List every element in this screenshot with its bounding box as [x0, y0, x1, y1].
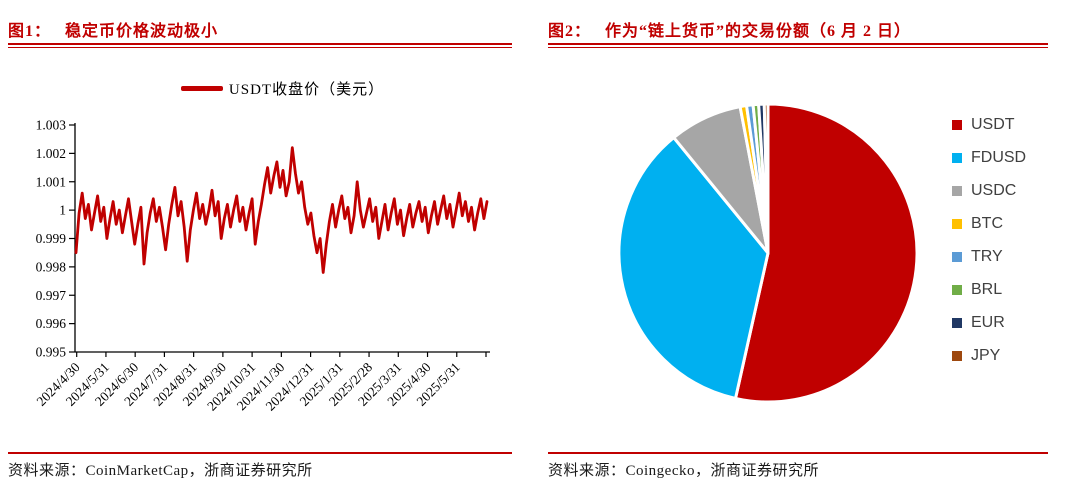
pie-legend-swatch-try: [952, 251, 962, 262]
figure2-source: 资料来源：Coingecko，浙商证券研究所: [548, 463, 819, 479]
pie-legend-swatch-usdt: [952, 119, 962, 130]
usdt-price-line: [74, 146, 489, 274]
y-tick-label: 0.997: [36, 288, 67, 303]
pie-legend-swatch-fdusd: [952, 152, 962, 163]
pie-legend-item-usdc: USDC: [952, 174, 1026, 207]
line-legend-swatch: [180, 86, 223, 91]
pie-legend-item-usdt: USDT: [952, 108, 1026, 141]
figure2-tag: 图2：: [548, 23, 592, 40]
figure1-source: 资料来源：CoinMarketCap，浙商证券研究所: [8, 463, 313, 479]
pie-legend-item-btc: BTC: [952, 207, 1026, 240]
y-tick-label: 0.998: [36, 259, 67, 274]
pie-legend-swatch-jpy: [952, 350, 962, 361]
y-tick-label: 1.003: [36, 118, 67, 133]
figure2-source-rule: [548, 452, 1048, 454]
pie-legend-label-jpy: JPY: [971, 346, 1001, 364]
pie-legend-swatch-usdc: [952, 185, 962, 196]
y-tick-label: 0.995: [36, 345, 67, 360]
pie-legend-label-eur: EUR: [971, 313, 1005, 331]
y-tick-label: 0.996: [36, 316, 67, 331]
pie-legend-item-brl: BRL: [952, 273, 1026, 306]
pie-legend-item-eur: EUR: [952, 306, 1026, 339]
y-tick-label: 1.001: [36, 174, 66, 189]
pie-chart-legend: USDT FDUSD USDC BTC TRY BRL EUR JPY: [952, 108, 1026, 372]
pie-chart: [617, 102, 919, 404]
figure1-source-rule: [8, 452, 512, 454]
pie-legend-item-try: TRY: [952, 240, 1026, 273]
y-tick-label: 0.999: [36, 231, 67, 246]
figure2-panel: 图2： 作为“链上货币”的交易份额（6 月 2 日） USDT FDUSD USDC…: [540, 0, 1080, 492]
pie-slice-usdt: [734, 102, 919, 404]
pie-legend-swatch-btc: [952, 218, 962, 229]
y-tick-label: 1.002: [36, 146, 66, 161]
line-legend-label: USDT收盘价（美元）: [228, 82, 385, 98]
pie-legend-item-jpy: JPY: [952, 339, 1026, 372]
figure2-title-text: 作为“链上货币”的交易份额（6 月 2 日）: [605, 23, 912, 40]
figure1-title-text: 稳定币价格波动极小: [65, 23, 219, 40]
line-chart-legend: USDT收盘价（美元）: [75, 78, 490, 99]
pie-legend-label-btc: BTC: [971, 214, 1003, 232]
pie-legend-label-brl: BRL: [971, 280, 1003, 298]
pie-legend-swatch-brl: [952, 284, 962, 295]
pie-legend-label-try: TRY: [971, 247, 1003, 265]
pie-legend-item-fdusd: FDUSD: [952, 141, 1026, 174]
pie-legend-swatch-eur: [952, 317, 962, 328]
y-tick-label: 1: [59, 203, 66, 218]
pie-legend-label-usdt: USDT: [971, 115, 1015, 133]
figure2-title: 图2： 作为“链上货币”的交易份额（6 月 2 日）: [548, 17, 911, 41]
line-chart: 1.003 1.002 1.001 1 0.999 0.998 0.997 0.996 0.99…: [33, 118, 490, 414]
pie-legend-label-fdusd: FDUSD: [971, 148, 1027, 166]
figure1-panel: 图1： 稳定币价格波动极小 USDT收盘价（美元） 1.003 1.002 1.00…: [0, 0, 535, 492]
figure1-tag: 图1：: [8, 23, 52, 40]
figure2-title-rule: [548, 43, 1048, 48]
pie-legend-label-usdc: USDC: [971, 181, 1017, 199]
pie-slice-jpy: [762, 102, 770, 255]
pie-slice-fdusd: [617, 136, 770, 400]
figure1-title-rule: [8, 43, 512, 48]
figure1-title: 图1： 稳定币价格波动极小: [8, 17, 218, 41]
